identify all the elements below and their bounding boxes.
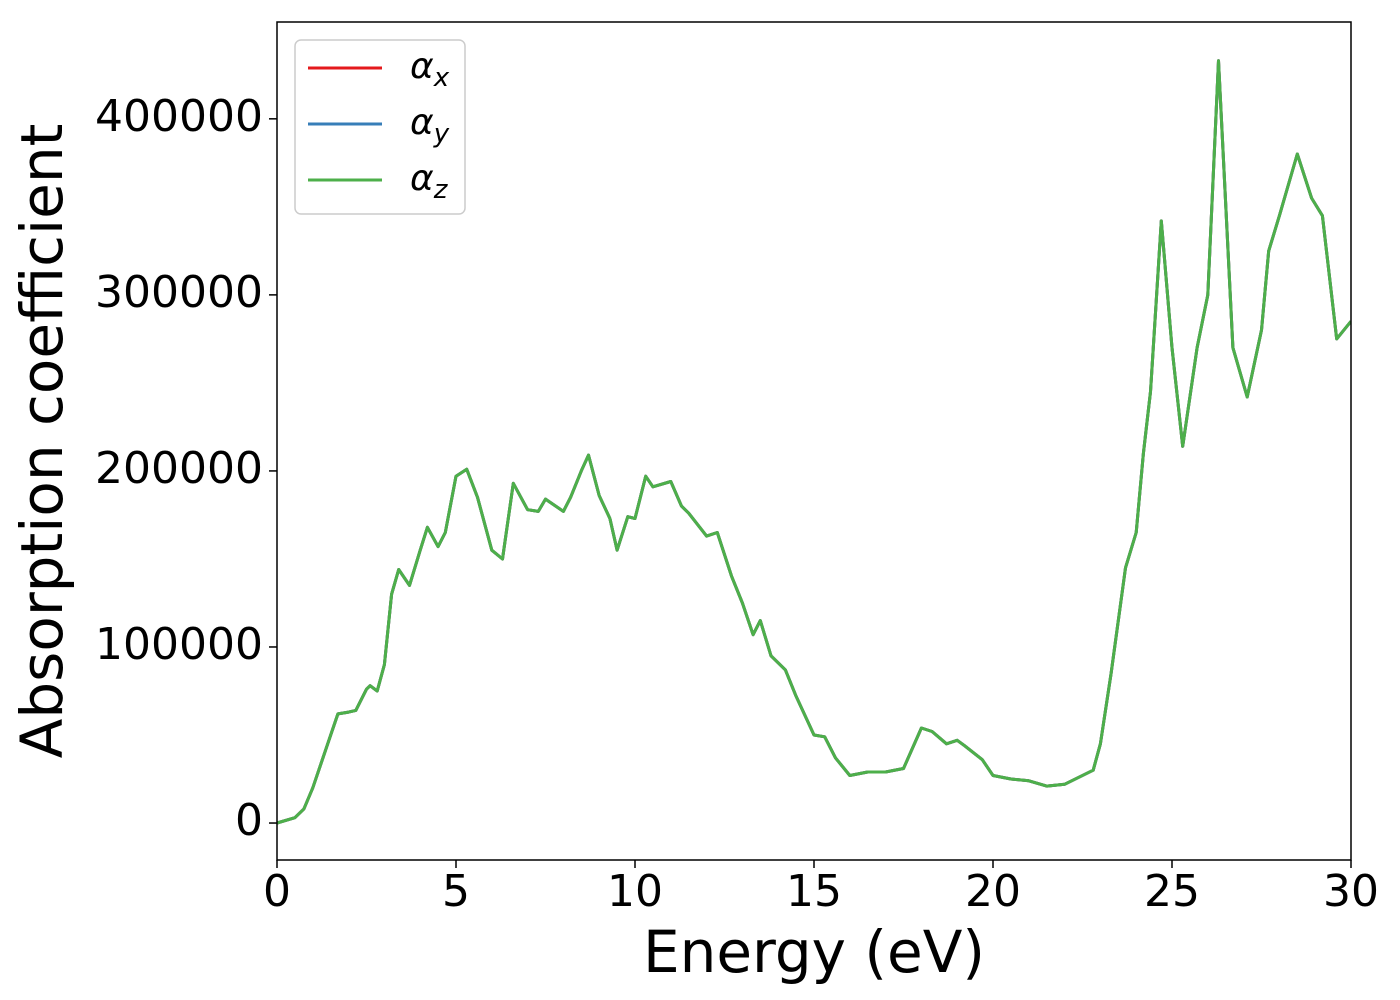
y-tick-label: 400000: [95, 91, 263, 142]
y-axis-label: Absorption coefficient: [8, 124, 76, 759]
legend-label: αz: [410, 158, 449, 205]
legend-label: αy: [410, 102, 450, 149]
legend-box: [294, 39, 466, 215]
y-tick-label: 100000: [95, 619, 263, 670]
legend-label: αx: [410, 46, 450, 93]
x-tick-label: 25: [1144, 866, 1200, 917]
series-line: [277, 59, 1351, 825]
x-tick-label: 30: [1323, 866, 1379, 917]
y-tick-label: 300000: [95, 267, 263, 318]
x-axis-label: Energy (eV): [643, 918, 985, 986]
x-tick-label: 10: [607, 866, 663, 917]
plot-frame: [276, 21, 1352, 861]
y-tick-label: 200000: [95, 443, 263, 494]
y-tick-label: 0: [235, 795, 263, 846]
x-tick-label: 15: [786, 866, 842, 917]
x-tick-label: 20: [965, 866, 1021, 917]
x-tick-label: 5: [442, 866, 470, 917]
x-tick-label: 0: [263, 866, 291, 917]
